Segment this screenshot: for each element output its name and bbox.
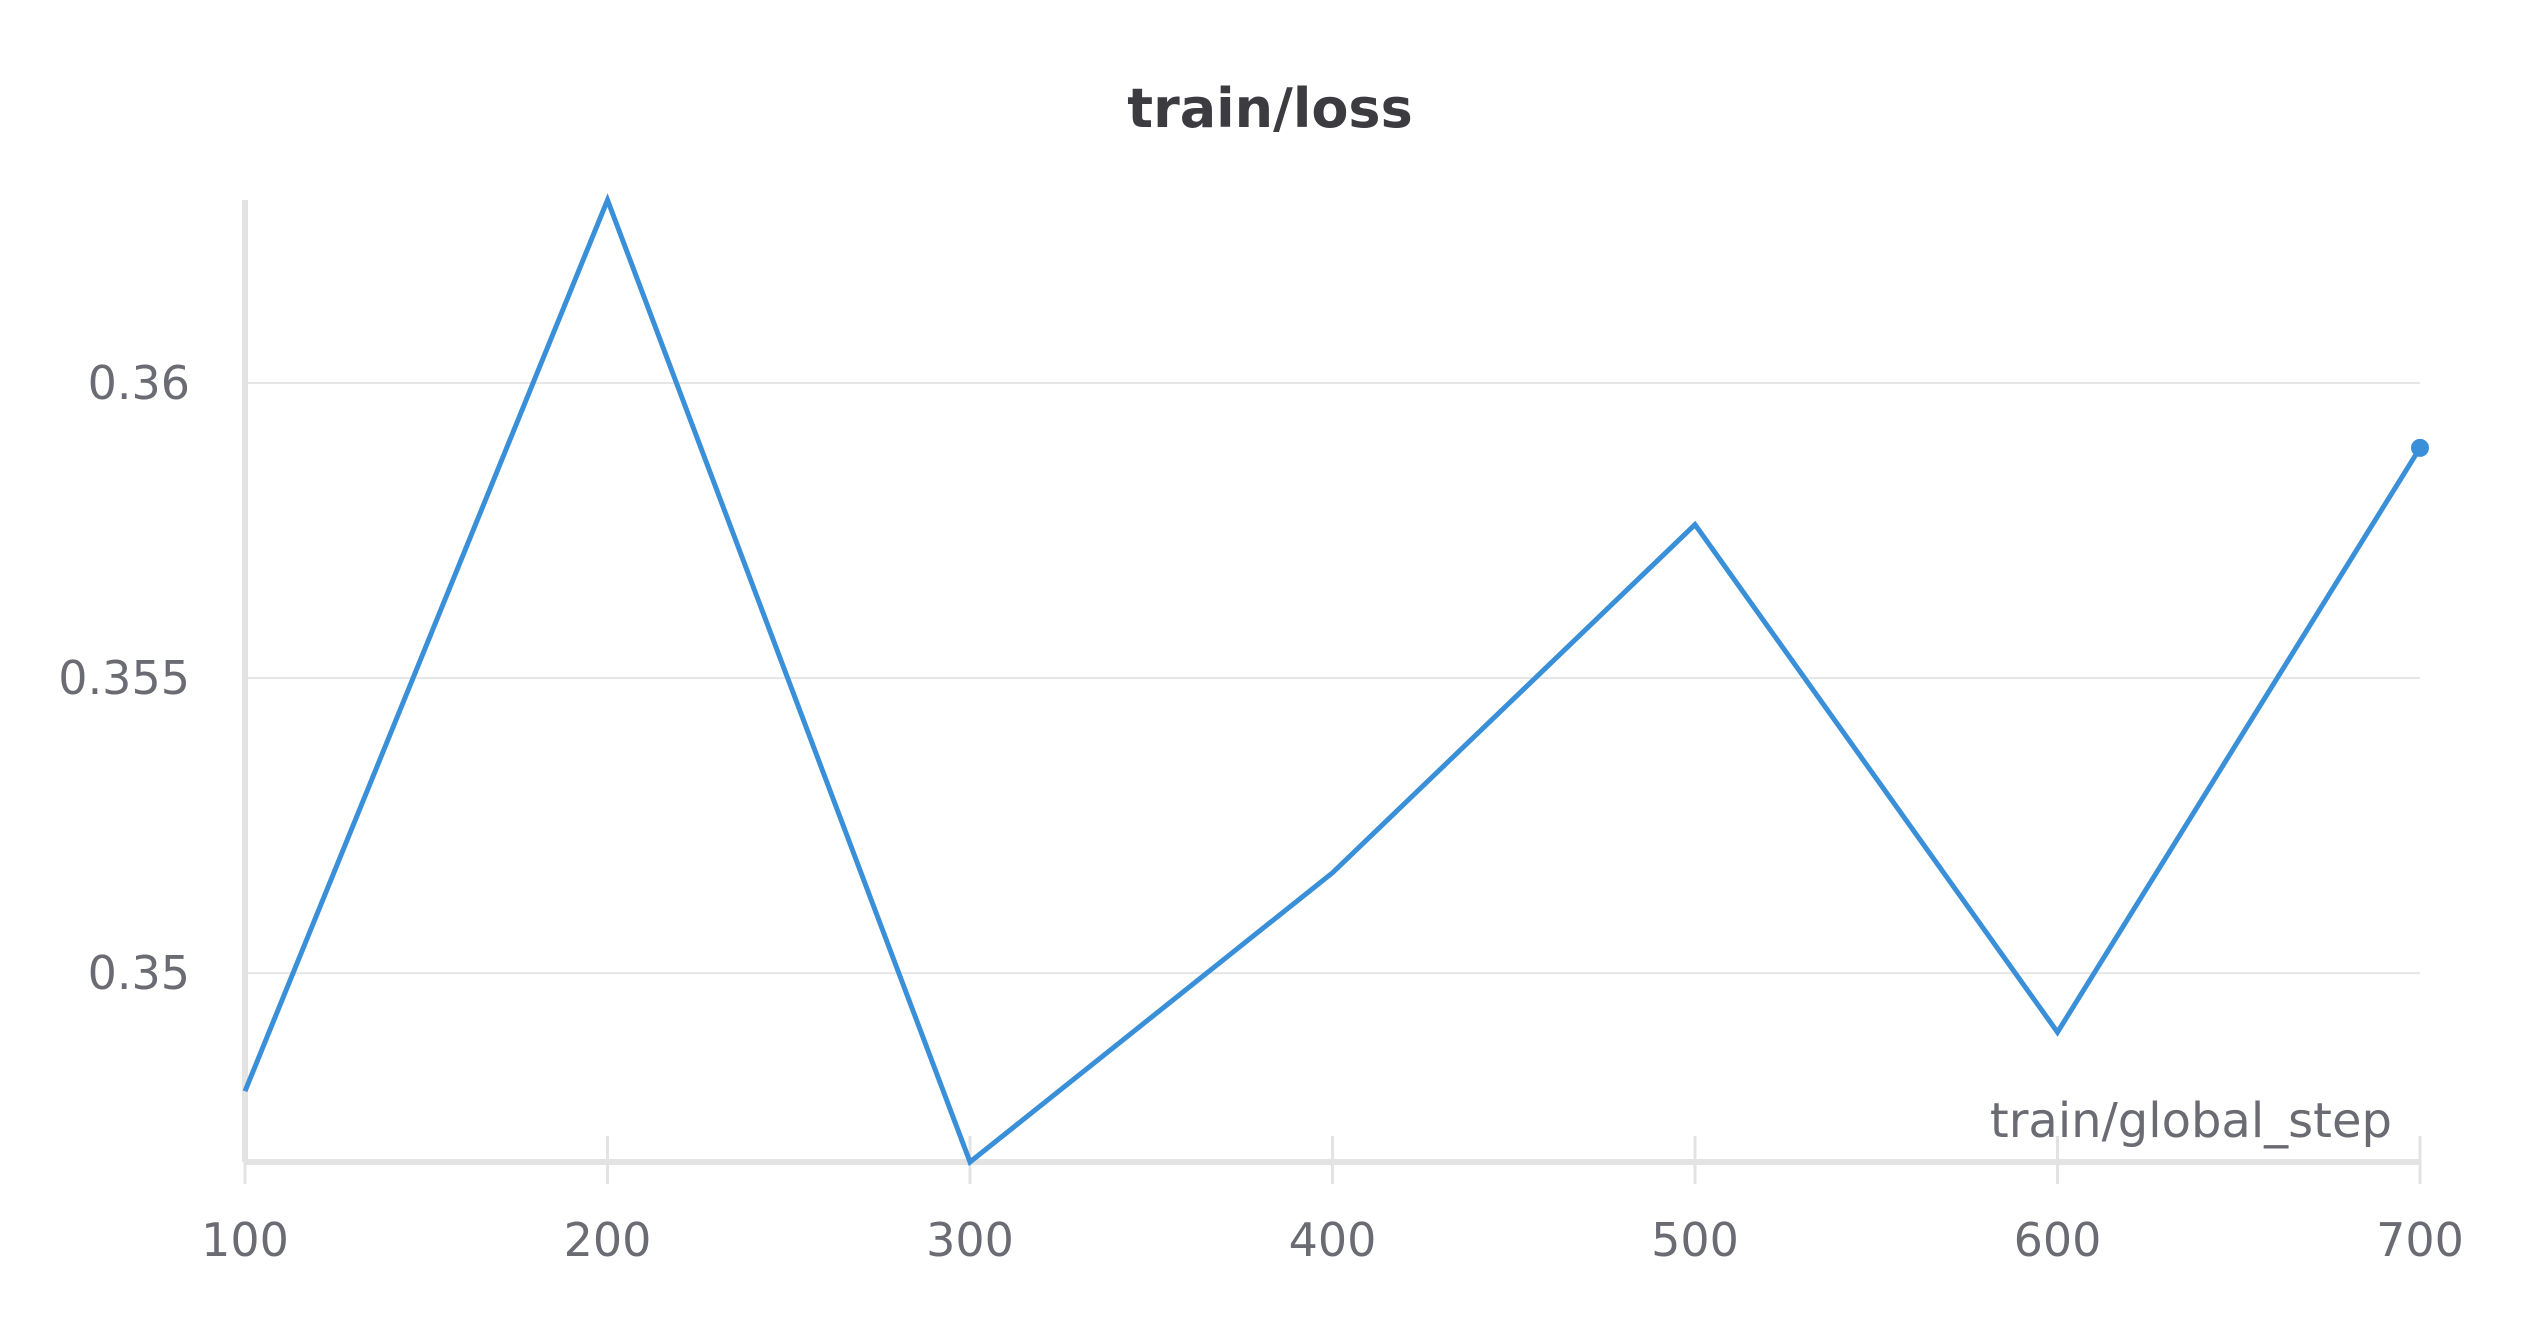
tick-labels: 0.35 0.355 0.36 100 200 300 400 500 600 700 [58, 356, 2464, 1267]
x-tick-label: 300 [926, 1213, 1014, 1267]
y-tick-label: 0.355 [58, 651, 190, 705]
x-tick-label: 700 [2376, 1213, 2464, 1267]
x-tick-label: 500 [1651, 1213, 1739, 1267]
x-tick-label: 200 [564, 1213, 652, 1267]
series-line [242, 193, 2423, 1167]
axes [242, 200, 2422, 1184]
series-endpoint [2411, 438, 2429, 457]
chart-title: train/loss [1127, 77, 1412, 140]
x-tick-label: 400 [1289, 1213, 1377, 1267]
y-tick-label: 0.35 [88, 946, 190, 1000]
x-tick-label: 600 [2014, 1213, 2102, 1267]
y-tick-label: 0.36 [88, 356, 190, 410]
grid-lines [245, 381, 2420, 975]
x-axis-label: train/global_step [1990, 1093, 2392, 1149]
x-tick-label: 100 [201, 1213, 289, 1267]
series [242, 193, 2429, 1167]
